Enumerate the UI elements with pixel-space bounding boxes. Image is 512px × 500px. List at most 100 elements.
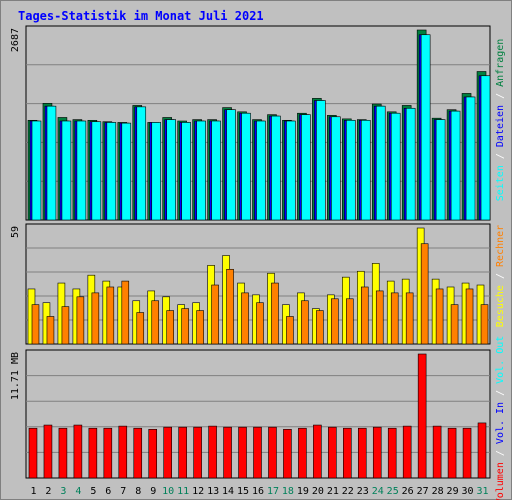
volume-bar-volumen-day-31 — [477, 422, 487, 479]
requests-bar-seiten-day-7 — [121, 122, 132, 221]
visits-bar-rechner-day-22 — [346, 298, 354, 345]
volume-bar-volumen-day-3 — [58, 427, 68, 479]
visits-bar-rechner-day-25 — [390, 292, 399, 345]
volume-bar-volumen-day-16 — [253, 426, 262, 479]
requests-bar-seiten-day-19 — [301, 114, 311, 221]
requests-bar-seiten-day-8 — [136, 106, 147, 221]
volume-bar-volumen-day-18 — [283, 428, 292, 479]
visits-bar-rechner-day-11 — [181, 308, 189, 345]
requests-bar-seiten-day-9 — [151, 122, 162, 221]
x-tick-label: 11 — [177, 486, 189, 497]
requests-bar-seiten-day-5 — [91, 121, 102, 221]
x-tick-label: 29 — [447, 486, 459, 497]
x-tick-label: 21 — [327, 486, 339, 497]
volume-legend-entry: Vol. Out — [495, 336, 506, 384]
volume-bar-volumen-day-20 — [313, 424, 322, 479]
x-tick-label: 5 — [90, 486, 96, 497]
volume-bar-volumen-day-23 — [357, 427, 367, 479]
x-tick-label: 3 — [60, 486, 66, 497]
visits-bar-rechner-day-27 — [420, 243, 429, 345]
requests-bar-seiten-day-29 — [450, 110, 461, 221]
requests-max-label: 2687 — [10, 28, 21, 52]
visits-bar-rechner-day-6 — [106, 286, 115, 345]
x-tick-label: 2 — [45, 486, 51, 497]
requests-legend-separator: / — [495, 87, 506, 105]
volume-bar-volumen-day-14 — [223, 426, 232, 479]
requests-bar-seiten-day-22 — [346, 119, 356, 221]
volume-bar-volumen-day-8 — [133, 427, 143, 479]
x-tick-label: 23 — [357, 486, 369, 497]
x-tick-label: 19 — [297, 486, 309, 497]
volume-bar-volumen-day-24 — [372, 426, 382, 479]
volume-bar-volumen-day-27 — [417, 353, 427, 479]
x-tick-label: 17 — [267, 486, 279, 497]
visits-bar-rechner-day-15 — [241, 292, 249, 345]
visits-bar-rechner-day-29 — [450, 304, 459, 345]
requests-bar-seiten-day-6 — [106, 122, 117, 221]
volume-bar-volumen-day-4 — [73, 424, 83, 479]
x-tick-label: 25 — [387, 486, 399, 497]
requests-bar-seiten-day-11 — [181, 122, 191, 221]
visits-bar-rechner-day-2 — [46, 316, 55, 345]
requests-legend-entry: Anfragen — [495, 39, 506, 87]
visits-legend-entry: Besuche — [495, 285, 506, 327]
x-tick-label: 4 — [75, 486, 81, 497]
requests-bar-seiten-day-17 — [271, 115, 281, 221]
visits-bar-rechner-day-19 — [301, 300, 309, 345]
x-tick-label: 7 — [120, 486, 126, 497]
volume-panel: 11.71 MB — [10, 349, 491, 479]
requests-legend-separator: / — [495, 147, 506, 165]
x-tick-label: 1 — [30, 486, 36, 497]
visits-bar-rechner-day-14 — [226, 268, 234, 345]
requests-bar-seiten-day-20 — [316, 100, 326, 221]
x-tick-label: 16 — [252, 486, 264, 497]
volume-bar-volumen-day-2 — [43, 424, 53, 479]
visits-bar-rechner-day-3 — [61, 306, 70, 345]
volume-bar-volumen-day-6 — [103, 427, 113, 479]
volume-bar-volumen-day-29 — [447, 427, 457, 479]
volume-bar-volumen-day-26 — [402, 425, 412, 479]
volume-bar-volumen-day-1 — [28, 427, 38, 479]
requests-bar-seiten-day-3 — [61, 120, 72, 221]
volume-legend-entry: Volumen — [495, 462, 506, 500]
requests-bar-seiten-day-31 — [480, 75, 491, 221]
x-tick-label: 12 — [192, 486, 204, 497]
visits-bar-rechner-day-1 — [31, 304, 40, 345]
volume-bar-volumen-day-21 — [328, 426, 337, 479]
requests-bar-seiten-day-14 — [226, 109, 236, 221]
requests-bar-seiten-day-4 — [76, 120, 87, 221]
x-tick-label: 6 — [105, 486, 111, 497]
volume-bar-volumen-day-22 — [343, 427, 352, 479]
requests-bar-seiten-day-15 — [241, 112, 251, 221]
volume-bar-volumen-day-5 — [88, 427, 98, 479]
volume-bar-volumen-day-13 — [208, 425, 217, 479]
x-tick-label: 9 — [150, 486, 156, 497]
x-tick-label: 24 — [372, 486, 384, 497]
visits-bar-rechner-day-20 — [316, 310, 324, 345]
requests-bar-seiten-day-16 — [256, 120, 266, 221]
x-tick-label: 10 — [162, 486, 174, 497]
volume-legend-separator: / — [495, 384, 506, 402]
requests-bar-seiten-day-30 — [465, 96, 476, 221]
requests-bar-seiten-day-24 — [375, 105, 386, 221]
requests-bar-seiten-day-27 — [420, 34, 431, 221]
requests-legend-entry: Dateien — [495, 105, 506, 147]
x-tick-label: 13 — [207, 486, 219, 497]
volume-bar-volumen-day-12 — [193, 426, 202, 479]
visits-bar-rechner-day-7 — [121, 280, 130, 345]
x-tick-label: 20 — [312, 486, 324, 497]
x-tick-label: 18 — [282, 486, 294, 497]
volume-legend-separator: / — [495, 444, 506, 462]
volume-bar-volumen-day-28 — [432, 425, 442, 479]
requests-bar-seiten-day-26 — [405, 107, 416, 221]
volume-bar-volumen-day-15 — [238, 426, 247, 479]
requests-bar-seiten-day-2 — [46, 105, 57, 221]
chart-title: Tages-Statistik im Monat Juli 2021 — [18, 9, 264, 23]
volume-bar-volumen-day-10 — [163, 426, 172, 479]
visits-bar-rechner-day-13 — [211, 284, 219, 345]
visits-bar-rechner-day-17 — [271, 282, 279, 345]
x-tick-label: 27 — [417, 486, 429, 497]
visits-bar-rechner-day-23 — [360, 286, 369, 345]
requests-legend: Seiten / Dateien / Anfragen — [495, 39, 506, 202]
